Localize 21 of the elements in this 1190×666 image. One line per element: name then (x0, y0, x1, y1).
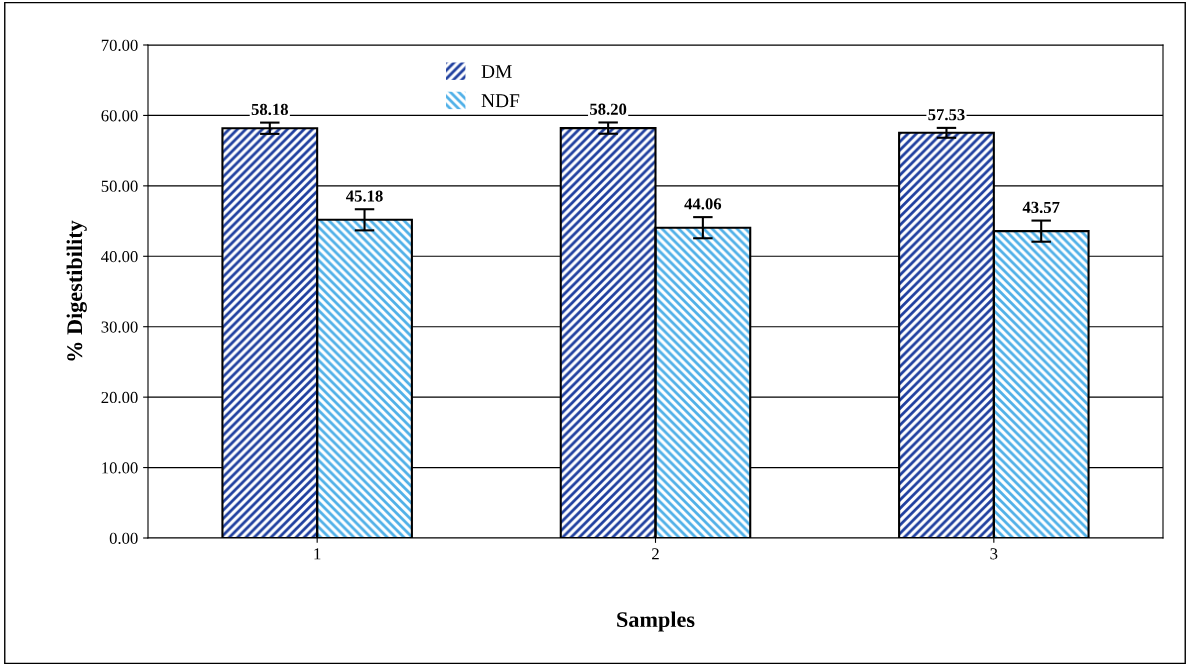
y-tick-label: 20.00 (101, 391, 138, 404)
data-label: 57.53 (928, 109, 965, 121)
y-tick-label: 50.00 (101, 180, 138, 192)
y-axis-title: % Digestibility (66, 220, 87, 361)
data-label: 58.18 (251, 103, 288, 116)
data-label: 44.06 (684, 198, 722, 210)
y-tick-label: 70.00 (101, 39, 138, 52)
data-label: 43.57 (1022, 201, 1060, 214)
y-tick-label: 0.00 (109, 532, 138, 545)
y-tick-label: 40.00 (101, 250, 138, 263)
x-tick-label: 2 (652, 548, 659, 560)
y-tick-label: 10.00 (102, 462, 138, 474)
x-axis-title: Samples (617, 611, 695, 632)
y-tick-label: 30.00 (101, 321, 138, 333)
x-tick-label: 1 (314, 548, 321, 560)
legend-label: NDF (481, 94, 520, 108)
data-label: 58.20 (590, 103, 627, 115)
x-tick-label: 3 (990, 548, 998, 560)
y-tick-label: 60.00 (101, 110, 138, 122)
data-label: 45.18 (346, 190, 383, 202)
legend-label: DM (481, 65, 512, 78)
